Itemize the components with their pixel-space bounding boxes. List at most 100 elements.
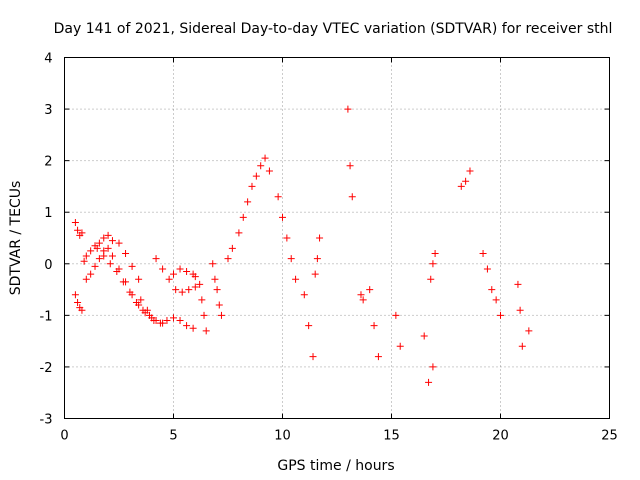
y-axis-title: SDTVAR / TECUs <box>8 181 24 296</box>
data-point <box>211 275 219 283</box>
data-point <box>170 270 177 278</box>
data-point <box>100 252 108 260</box>
x-tick-label: 10 <box>274 429 291 444</box>
data-point <box>108 237 116 245</box>
data-point <box>143 306 151 314</box>
data-point <box>488 286 496 294</box>
data-point <box>209 260 217 268</box>
data-point <box>462 177 470 185</box>
data-point <box>346 162 354 170</box>
data-point <box>248 182 256 190</box>
data-point <box>122 249 130 257</box>
data-point <box>108 252 116 260</box>
y-tick-label: 0 <box>44 258 52 273</box>
data-point <box>309 353 317 361</box>
data-point <box>104 244 112 252</box>
data-points <box>71 105 533 386</box>
data-point <box>82 252 90 260</box>
data-point <box>427 275 435 283</box>
data-point <box>279 213 286 221</box>
data-point <box>93 244 101 252</box>
data-point <box>497 311 504 319</box>
data-point <box>429 363 437 371</box>
data-point <box>91 262 99 270</box>
x-tick-label: 5 <box>169 429 177 444</box>
data-point <box>492 296 500 304</box>
data-point <box>71 219 79 227</box>
data-point <box>163 317 171 325</box>
data-point <box>215 301 223 309</box>
data-point <box>283 234 291 242</box>
data-point <box>196 280 204 288</box>
data-point <box>191 283 199 291</box>
data-point <box>348 193 356 201</box>
data-point <box>274 193 282 201</box>
data-point <box>198 296 206 304</box>
data-point <box>252 172 260 180</box>
data-point <box>95 255 103 263</box>
data-point <box>370 322 378 330</box>
data-point <box>359 296 367 304</box>
data-point <box>74 226 82 234</box>
data-point <box>202 327 210 335</box>
data-point <box>132 298 140 306</box>
chart-title: Day 141 of 2021, Sidereal Day-to-day VTE… <box>54 21 613 37</box>
x-tick-label: 20 <box>492 429 509 444</box>
y-tick-label: 4 <box>44 52 52 67</box>
y-tick-label: 2 <box>44 155 52 170</box>
data-point <box>313 255 321 263</box>
data-point <box>429 260 437 268</box>
data-point <box>300 291 308 299</box>
data-point <box>135 275 143 283</box>
data-point <box>128 262 136 270</box>
data-point <box>126 288 134 296</box>
data-point <box>244 198 252 206</box>
data-point <box>239 213 247 221</box>
data-point <box>287 255 295 263</box>
data-point <box>80 257 88 265</box>
data-point <box>392 311 400 319</box>
data-point <box>213 286 221 294</box>
data-point <box>366 286 374 294</box>
data-point <box>357 291 365 299</box>
data-point <box>100 234 108 242</box>
data-point <box>374 353 382 361</box>
data-point <box>292 275 300 283</box>
data-point <box>170 314 177 322</box>
y-tick-label: -3 <box>40 413 53 428</box>
plot-frame <box>64 57 610 419</box>
data-point <box>431 249 439 257</box>
data-point <box>78 306 86 314</box>
data-point <box>178 288 186 296</box>
data-point <box>200 311 208 319</box>
data-point <box>483 265 491 273</box>
data-point <box>115 239 123 247</box>
x-tick-label: 15 <box>383 429 400 444</box>
data-point <box>224 255 232 263</box>
data-point <box>466 167 474 175</box>
data-point <box>344 105 352 113</box>
x-tick-label: 0 <box>60 429 68 444</box>
data-point <box>74 298 82 306</box>
data-point <box>311 270 319 278</box>
data-point <box>159 265 167 273</box>
data-point <box>87 270 95 278</box>
data-point <box>95 239 103 247</box>
data-point <box>261 154 269 162</box>
grid-lines <box>64 57 610 419</box>
data-point <box>396 342 404 350</box>
y-tick-label: -1 <box>40 309 53 324</box>
data-point <box>516 306 524 314</box>
data-point <box>191 273 199 281</box>
data-point <box>137 296 145 304</box>
data-point <box>176 265 184 273</box>
x-tick-label: 25 <box>601 429 618 444</box>
data-point <box>172 286 180 294</box>
data-point <box>119 278 127 286</box>
data-point <box>176 317 184 325</box>
data-point <box>165 275 173 283</box>
y-tick-label: 1 <box>44 206 52 221</box>
data-point <box>316 234 324 242</box>
data-point <box>150 317 158 325</box>
